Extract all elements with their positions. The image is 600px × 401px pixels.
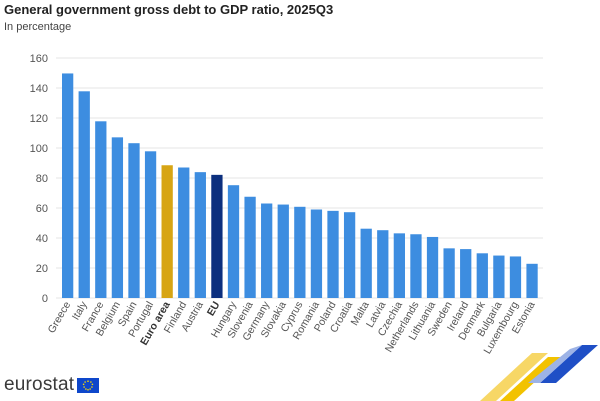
bar xyxy=(78,91,90,298)
bar xyxy=(111,137,124,298)
x-tick-label: Greece xyxy=(46,299,74,335)
bar xyxy=(128,143,140,298)
bar xyxy=(526,263,538,298)
decor-yellow-stripe xyxy=(500,357,562,401)
bar xyxy=(327,210,339,298)
bar xyxy=(277,204,289,298)
decor-blue-stripe xyxy=(540,345,598,383)
bar xyxy=(244,196,256,298)
decorative-stripes xyxy=(480,345,598,401)
bar xyxy=(261,203,273,298)
bar xyxy=(360,228,372,298)
bar xyxy=(194,172,206,298)
decor-blue-stripe-light xyxy=(528,345,582,383)
eurostat-logo: eurostat xyxy=(4,374,100,396)
bar xyxy=(62,73,74,298)
chart-title: General government gross debt to GDP rat… xyxy=(4,2,334,17)
y-tick-label: 80 xyxy=(36,173,48,185)
y-tick-label: 140 xyxy=(30,83,48,95)
y-tick-label: 60 xyxy=(36,203,48,215)
y-tick-label: 0 xyxy=(42,293,48,305)
eu-flag-icon xyxy=(77,377,100,393)
bar xyxy=(377,230,389,298)
bar xyxy=(178,167,190,298)
bar xyxy=(144,151,157,298)
bar xyxy=(476,253,488,298)
y-tick-label: 160 xyxy=(30,53,48,65)
bar xyxy=(343,212,356,298)
bar xyxy=(161,165,173,298)
bar xyxy=(410,234,422,298)
decor-yellow-stripe-light xyxy=(480,353,548,401)
bar xyxy=(95,121,107,298)
bar xyxy=(393,233,406,298)
y-tick-label: 40 xyxy=(36,233,48,245)
bar xyxy=(443,248,455,298)
y-tick-label: 100 xyxy=(30,143,48,155)
bar xyxy=(509,256,522,298)
bar xyxy=(294,206,306,298)
bar xyxy=(310,209,323,298)
bar xyxy=(460,249,472,298)
bar xyxy=(227,185,240,298)
bar xyxy=(211,174,223,298)
bar xyxy=(426,236,439,298)
logo-text: eurostat xyxy=(4,374,75,395)
y-tick-label: 20 xyxy=(36,263,48,275)
y-tick-label: 120 xyxy=(30,113,48,125)
bar xyxy=(493,255,505,298)
chart-subtitle: In percentage xyxy=(4,21,72,33)
